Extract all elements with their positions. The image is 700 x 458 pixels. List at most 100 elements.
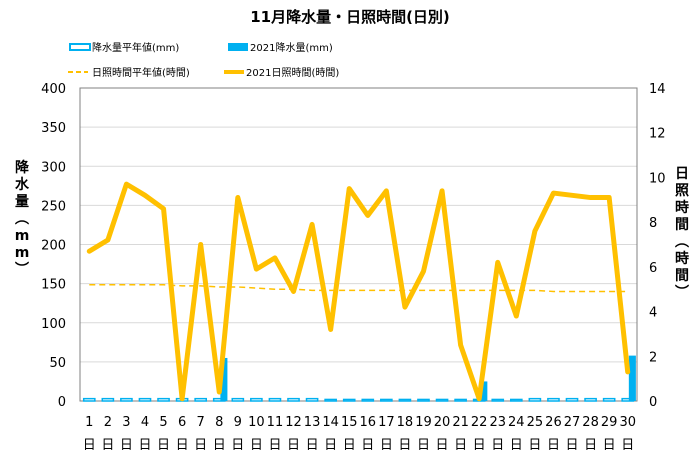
- x-tick-unit: 日: [528, 438, 541, 453]
- x-tick-day: 25: [527, 415, 544, 430]
- y-left-tick-label: 0: [58, 395, 66, 410]
- bar-normal-precip: [602, 397, 616, 402]
- x-tick-day: 4: [141, 415, 149, 430]
- bar-normal-precip: [268, 397, 282, 402]
- x-tick-day: 8: [215, 415, 223, 430]
- y-left-label-char: m: [15, 245, 30, 261]
- x-tick-day: 19: [415, 415, 432, 430]
- x-tick-unit: 日: [603, 438, 616, 453]
- bar-2021-precip: [480, 381, 488, 401]
- bar-normal-precip: [528, 397, 542, 402]
- y-right-label-char: ︶: [674, 284, 689, 301]
- 2021-precip-bars: [220, 355, 636, 401]
- bar-normal-precip: [138, 397, 152, 402]
- y-left-tick-label: 150: [41, 278, 66, 293]
- left-axis-label: 降水量︵mm︶: [14, 159, 30, 278]
- bar-normal-precip: [565, 397, 579, 402]
- x-tick-day: 24: [508, 415, 525, 430]
- y-right-tick-label: 4: [649, 306, 657, 321]
- x-tick-day: 10: [248, 415, 265, 430]
- y-left-tick-label: 400: [41, 82, 66, 97]
- x-tick-day: 20: [434, 415, 451, 430]
- legend-label-normal-precip: 降水量平年値(mm): [92, 41, 179, 54]
- y-right-tick-label: 14: [649, 82, 666, 97]
- bar-normal-precip: [380, 398, 393, 402]
- y-right-label-char: 照: [675, 183, 689, 199]
- y-left-label-char: 量: [15, 194, 29, 210]
- bar-normal-precip: [491, 398, 505, 402]
- x-tick-day: 23: [489, 415, 506, 430]
- x-tick-day: 11: [267, 415, 284, 430]
- x-tick-day: 27: [564, 415, 581, 430]
- x-axis-ticks: 1日2日3日4日5日6日7日8日9日10日11日12日13日14日15日16日1…: [83, 415, 636, 453]
- legend-label-2021-precip: 2021降水量(mm): [250, 41, 333, 54]
- y-left-tick-label: 50: [49, 356, 66, 371]
- y-right-label-char: 間: [675, 217, 689, 233]
- y-left-label-char: m: [15, 228, 30, 244]
- bar-normal-precip: [547, 397, 560, 402]
- x-tick-unit: 日: [510, 438, 523, 453]
- x-tick-unit: 日: [287, 438, 300, 453]
- x-tick-unit: 日: [566, 438, 579, 453]
- bar-normal-precip: [584, 397, 597, 402]
- x-tick-unit: 日: [157, 438, 170, 453]
- x-tick-unit: 日: [454, 438, 467, 453]
- x-tick-day: 30: [619, 415, 636, 430]
- x-tick-day: 7: [197, 415, 205, 430]
- x-tick-day: 9: [234, 415, 242, 430]
- x-tick-unit: 日: [361, 438, 374, 453]
- x-tick-unit: 日: [417, 438, 430, 453]
- right-axis-label: 日照時間︵時間︶: [674, 166, 689, 301]
- bar-normal-precip: [231, 397, 245, 402]
- y-left-tick-label: 200: [41, 239, 66, 254]
- bar-2021-precip: [628, 355, 636, 401]
- y-right-label-char: 時: [675, 199, 689, 216]
- x-tick-unit: 日: [268, 438, 281, 453]
- x-tick-unit: 日: [380, 438, 393, 453]
- x-tick-unit: 日: [213, 438, 226, 453]
- bar-normal-precip: [324, 398, 337, 402]
- y-right-label-char: ︵: [674, 234, 689, 250]
- x-tick-unit: 日: [584, 438, 597, 453]
- chart-title: 11月降水量・日照時間(日別): [250, 8, 450, 26]
- x-tick-unit: 日: [436, 438, 449, 453]
- x-tick-unit: 日: [194, 438, 207, 453]
- y-left-label-char: 水: [15, 176, 30, 193]
- x-tick-day: 6: [178, 415, 186, 430]
- x-tick-day: 18: [397, 415, 414, 430]
- legend-swatch-2021-precip: [228, 43, 248, 51]
- x-tick-day: 12: [285, 415, 302, 430]
- y-left-tick-label: 100: [41, 317, 66, 332]
- x-tick-day: 14: [322, 415, 339, 430]
- x-tick-unit: 日: [231, 438, 244, 453]
- legend-label-2021-sunshine: 2021日照時間(時間): [246, 67, 339, 79]
- y-left-tick-label: 250: [41, 199, 66, 214]
- x-tick-day: 22: [471, 415, 488, 430]
- y-right-tick-label: 8: [649, 216, 657, 231]
- x-tick-day: 29: [601, 415, 618, 430]
- x-tick-day: 16: [360, 415, 377, 430]
- x-tick-unit: 日: [176, 438, 189, 453]
- x-tick-day: 26: [545, 415, 562, 430]
- x-tick-day: 21: [452, 415, 469, 430]
- bar-2021-precip: [220, 357, 228, 401]
- bar-normal-precip: [509, 398, 523, 402]
- x-tick-unit: 日: [250, 438, 263, 453]
- y-right-label-char: 間: [675, 268, 689, 284]
- x-tick-unit: 日: [306, 438, 319, 453]
- bar-normal-precip: [194, 397, 208, 402]
- legend-swatch-normal-precip: [69, 43, 91, 51]
- x-tick-day: 17: [378, 415, 395, 430]
- line-2021-sunshine: [86, 181, 631, 402]
- y-right-tick-label: 0: [649, 395, 657, 410]
- x-tick-unit: 日: [547, 438, 560, 453]
- x-tick-unit: 日: [83, 438, 96, 453]
- y-left-label-char: 降: [15, 159, 30, 176]
- plot-area-border: [79, 87, 638, 402]
- y-right-label-char: 時: [675, 250, 689, 267]
- y-left-tick-label: 350: [41, 121, 66, 136]
- bar-normal-precip: [361, 398, 375, 402]
- bar-normal-precip: [435, 398, 449, 402]
